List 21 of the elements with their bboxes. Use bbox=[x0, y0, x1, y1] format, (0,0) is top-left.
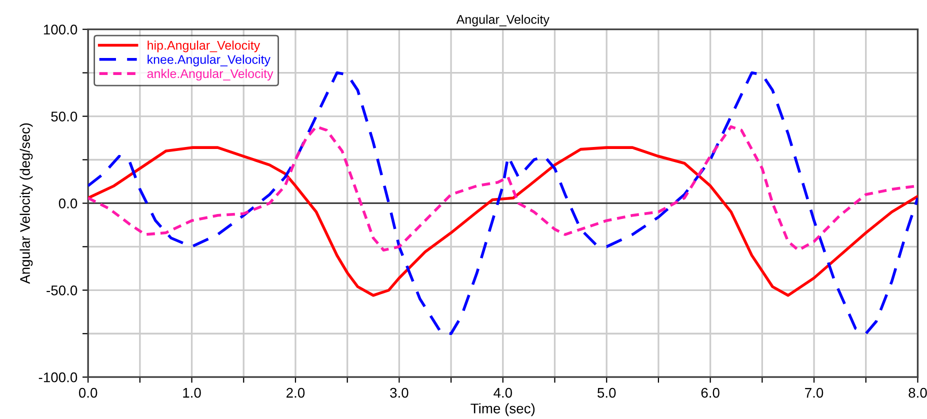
y-tick-label: 0.0 bbox=[58, 198, 78, 208]
y-tick-label: -100.0 bbox=[38, 372, 78, 382]
line-series bbox=[88, 146, 918, 297]
y-tick-label: 100.0 bbox=[44, 24, 78, 34]
x-tick-label: 4.0 bbox=[494, 388, 512, 398]
y-tick-label: 50.0 bbox=[51, 112, 78, 122]
x-tick-label: 6.0 bbox=[701, 388, 720, 398]
x-tick-label: 5.0 bbox=[598, 388, 616, 398]
x-tick-label: 1.0 bbox=[183, 388, 201, 398]
x-tick-label: 3.0 bbox=[390, 388, 408, 398]
x-tick-label: 7.0 bbox=[805, 388, 824, 398]
legend-label: ankle.Angular_Velocity bbox=[147, 68, 274, 81]
x-axis-title: Time (sec) bbox=[470, 403, 535, 416]
legend-label: hip.Angular_Velocity bbox=[148, 40, 260, 52]
y-tick-label: -50.0 bbox=[46, 285, 78, 296]
x-tick-label: 0.0 bbox=[78, 388, 98, 398]
y-axis-title: Angular Velocity (deg/sec) bbox=[20, 123, 33, 284]
chart-title: Angular_Velocity bbox=[456, 14, 550, 26]
x-tick-label: 8.0 bbox=[908, 388, 927, 398]
legend-label: knee.Angular_Velocity bbox=[148, 54, 270, 66]
x-tick-label: 2.0 bbox=[286, 388, 305, 398]
